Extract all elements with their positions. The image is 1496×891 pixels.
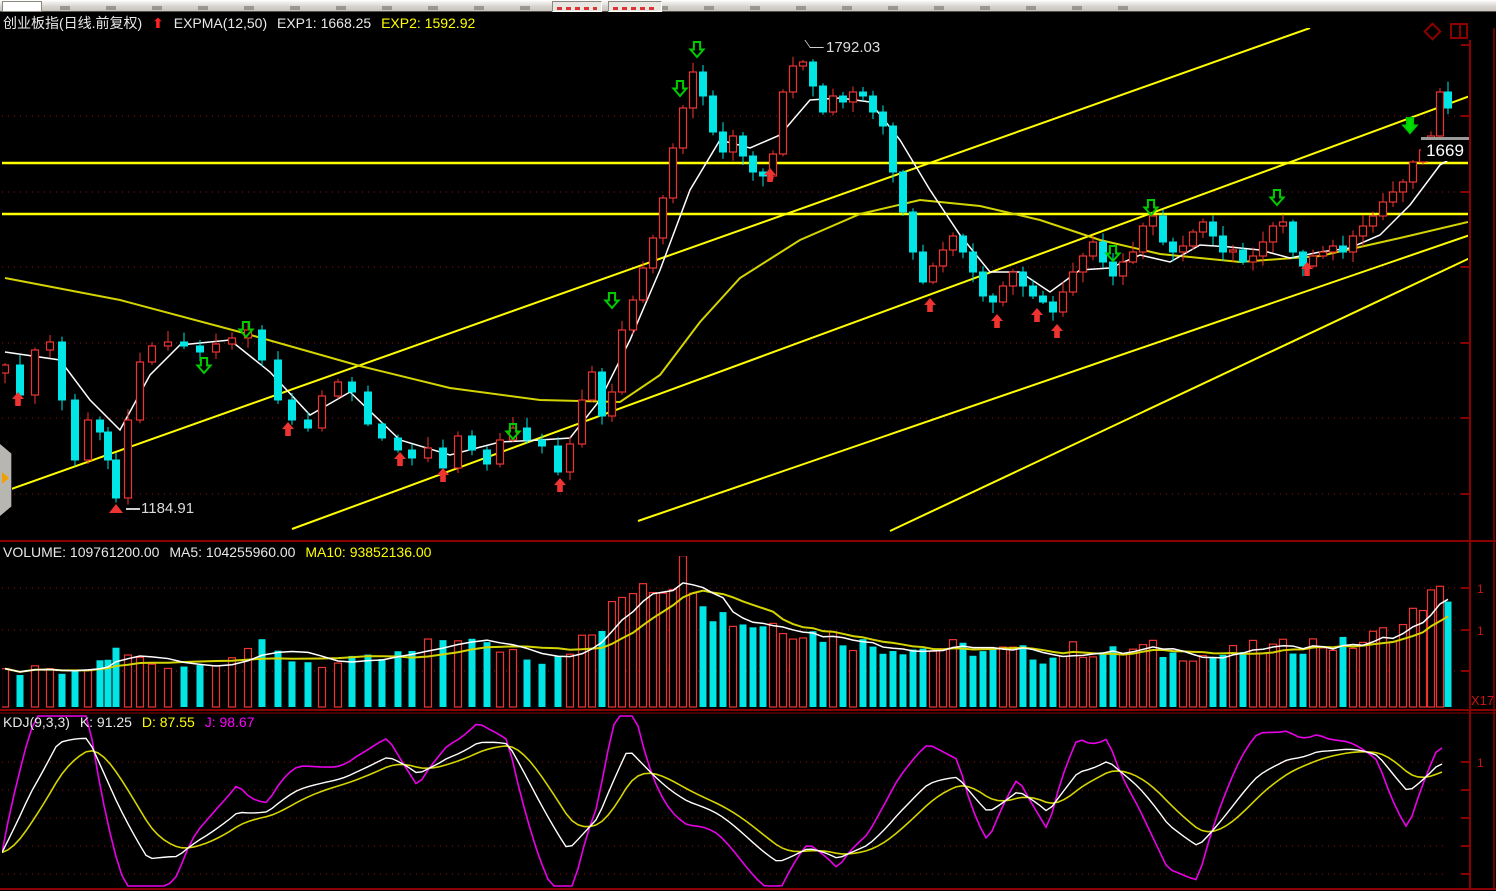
signal-arrows (11, 41, 1419, 492)
kdj-pane-header: KDJ(9,3,3) K: 91.25 D: 87.55 J: 98.67 (3, 714, 261, 730)
volume-bars (2, 556, 1452, 708)
trough-pointer-icon (126, 508, 140, 511)
kdj-name[interactable]: KDJ(9,3,3) (3, 714, 70, 730)
kdj-d-value: D: 87.55 (141, 714, 195, 730)
indicator-name[interactable]: EXPMA(12,50) (173, 15, 268, 31)
kdj-k-value: K: 91.25 (79, 714, 132, 730)
flyout-arrow-icon (2, 472, 9, 484)
kdj-curves (2, 715, 1443, 887)
peak-price-annotation: 1792.03 (804, 39, 880, 56)
volume-unit-label: X17 (1471, 693, 1495, 708)
volume-pane-header: VOLUME: 109761200.00 MA5: 104255960.00 M… (3, 544, 437, 560)
volume-value: VOLUME: 109761200.00 (3, 544, 160, 560)
volume-axis-label-1: 1 (1477, 582, 1484, 596)
main-chart-header: 创业板指(日线.前复权) ⬆ EXPMA(12,50) EXP1: 1668.2… (3, 13, 481, 33)
toolbar[interactable] (0, 0, 1496, 12)
exp2-value: EXP2: 1592.92 (381, 15, 476, 31)
exp1-value: EXP1: 1668.25 (277, 15, 372, 31)
page-title: 创业板指(日线.前复权) (3, 15, 143, 31)
toolbar-quote-box-1 (552, 1, 602, 12)
trough-price-annotation: 1184.91 (126, 500, 194, 517)
expma-curves (4, 97, 1468, 456)
gridlines (2, 115, 1466, 875)
toolbar-quote-box-2 (608, 1, 662, 12)
kdj-j-value: J: 98.67 (204, 714, 255, 730)
candlesticks (2, 56, 1452, 505)
toolbar-input-stub[interactable] (2, 1, 42, 12)
sidebar-flyout-handle[interactable] (0, 444, 12, 516)
volume-ma5-value: MA5: 104255960.00 (169, 544, 296, 560)
volume-ma10-value: MA10: 93852136.00 (305, 544, 432, 560)
frame-axes (0, 28, 1496, 890)
trendlines (2, 28, 1468, 532)
last-price-tag: 1669 (1421, 137, 1469, 161)
volume-axis-label-2: 1 (1477, 624, 1484, 638)
trough-marker (109, 504, 123, 513)
kdj-axis-label: 1 (1477, 756, 1484, 770)
up-arrow-icon: ⬆ (152, 15, 164, 31)
split-window-icon[interactable] (1450, 23, 1468, 39)
